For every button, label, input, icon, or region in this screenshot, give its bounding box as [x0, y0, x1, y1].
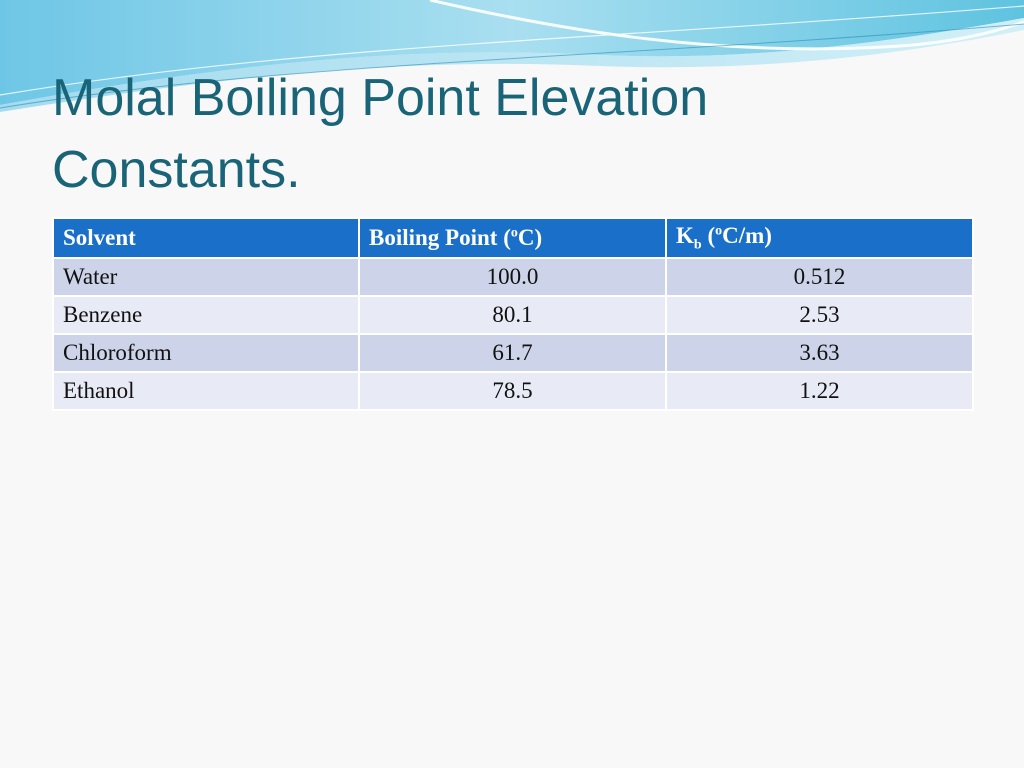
header-boiling-point-prefix: Boiling Point ( [369, 225, 511, 250]
cell-solvent: Benzene [52, 295, 360, 335]
cell-kb: 0.512 [665, 257, 974, 297]
header-boiling-point-suffix: C) [517, 225, 543, 250]
page-title: Molal Boiling Point Elevation Constants. [52, 62, 972, 206]
cell-solvent: Water [52, 257, 360, 297]
constants-table-container: Solvent Boiling Point (oC) Kb (oC/m) Wat… [52, 217, 974, 411]
decorative-wave-banner [0, 0, 1024, 112]
cell-solvent: Chloroform [52, 333, 360, 373]
header-boiling-point-degree: o [510, 225, 518, 241]
table-row: Water 100.0 0.512 [52, 257, 974, 297]
header-kb-subscript: b [693, 237, 702, 253]
cell-boiling-point: 61.7 [358, 333, 667, 373]
header-kb-main: K [676, 222, 694, 248]
cell-boiling-point: 100.0 [358, 257, 667, 297]
header-kb-degree: o [715, 223, 723, 239]
table-header-row: Solvent Boiling Point (oC) Kb (oC/m) [52, 217, 974, 259]
cell-boiling-point: 78.5 [358, 371, 667, 411]
constants-table: Solvent Boiling Point (oC) Kb (oC/m) Wat… [52, 217, 974, 411]
table-row: Chloroform 61.7 3.63 [52, 333, 974, 373]
cell-solvent: Ethanol [52, 371, 360, 411]
table-row: Ethanol 78.5 1.22 [52, 371, 974, 411]
table-row: Benzene 80.1 2.53 [52, 295, 974, 335]
cell-kb: 2.53 [665, 295, 974, 335]
header-solvent: Solvent [52, 217, 360, 259]
header-kb: Kb (oC/m) [665, 217, 974, 259]
header-boiling-point: Boiling Point (oC) [358, 217, 667, 259]
header-kb-open: ( [701, 222, 716, 248]
cell-boiling-point: 80.1 [358, 295, 667, 335]
cell-kb: 1.22 [665, 371, 974, 411]
cell-kb: 3.63 [665, 333, 974, 373]
title-line-1: Molal Boiling Point Elevation [52, 69, 709, 127]
title-line-2: Constants. [52, 141, 301, 199]
header-kb-suffix: C/m) [722, 222, 772, 248]
